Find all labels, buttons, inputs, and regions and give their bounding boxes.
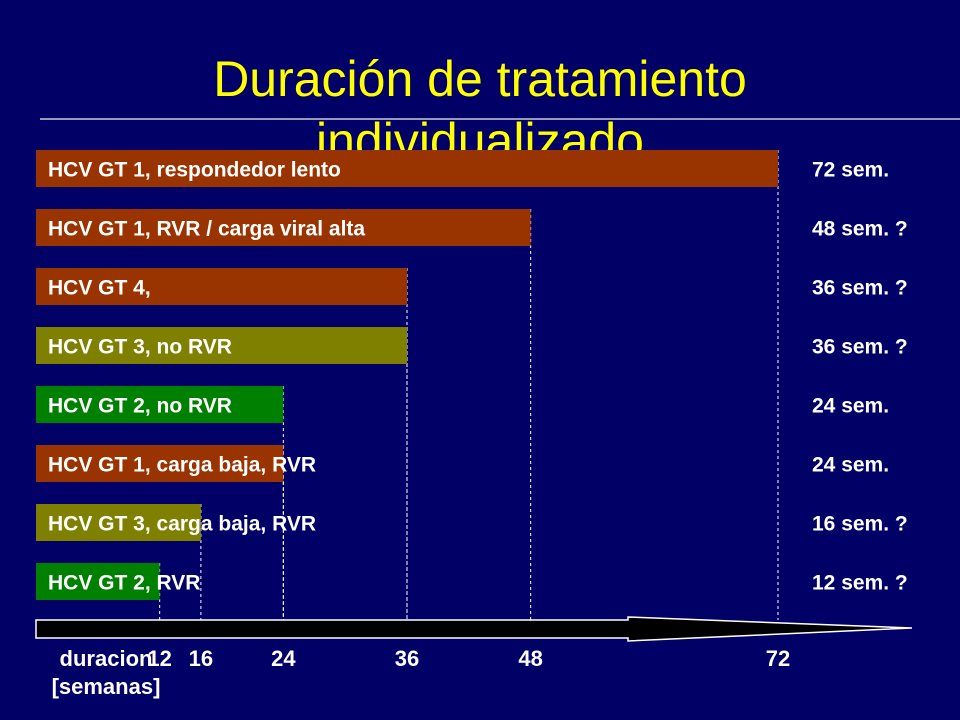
x-tick-label: 36 [395,646,419,671]
bar-category-label: HCV GT 4, [48,277,151,300]
x-axis-label-line: [semanas] [52,674,161,699]
bar-value-label: 24 sem. [812,395,889,418]
bar [36,268,407,305]
bar [36,150,778,187]
bar [36,327,407,364]
bar-value-label: 36 sem. ? [812,336,908,359]
bar [36,504,201,541]
title-divider [40,118,960,120]
bar-category-label: HCV GT 2, no RVR [48,395,232,418]
bar-value-label: 12 sem. ? [812,572,908,595]
bar-value-label: 36 sem. ? [812,277,908,300]
x-axis-label-line: duracion [60,646,153,671]
bar-value-label: 24 sem. [812,454,889,477]
bar [36,563,160,600]
x-tick-label: 48 [518,646,542,671]
bar [36,445,284,482]
x-axis-arrow [35,616,913,642]
bar-category-label: HCV GT 1, RVR / carga viral alta [48,218,365,241]
bar-value-label: 72 sem. [812,159,889,182]
bar-value-label: 16 sem. ? [812,513,908,536]
bar [36,209,531,246]
x-tick-label: 12 [147,646,171,671]
x-axis-label: duracion [semanas] [52,646,161,699]
bar-category-label: HCV GT 1, carga baja, RVR [48,454,316,477]
x-tick-label: 24 [271,646,296,671]
x-tick-label: 72 [766,646,790,671]
bar-value-label: 48 sem. ? [812,218,908,241]
bar-category-label: HCV GT 2, RVR [48,572,200,595]
bar-category-label: HCV GT 1, respondedor lento [48,159,341,182]
bar-category-label: HCV GT 3, no RVR [48,336,232,359]
x-tick-label: 16 [189,646,213,671]
bar [36,386,284,423]
bar-category-label: HCV GT 3, carga baja, RVR [48,513,316,536]
